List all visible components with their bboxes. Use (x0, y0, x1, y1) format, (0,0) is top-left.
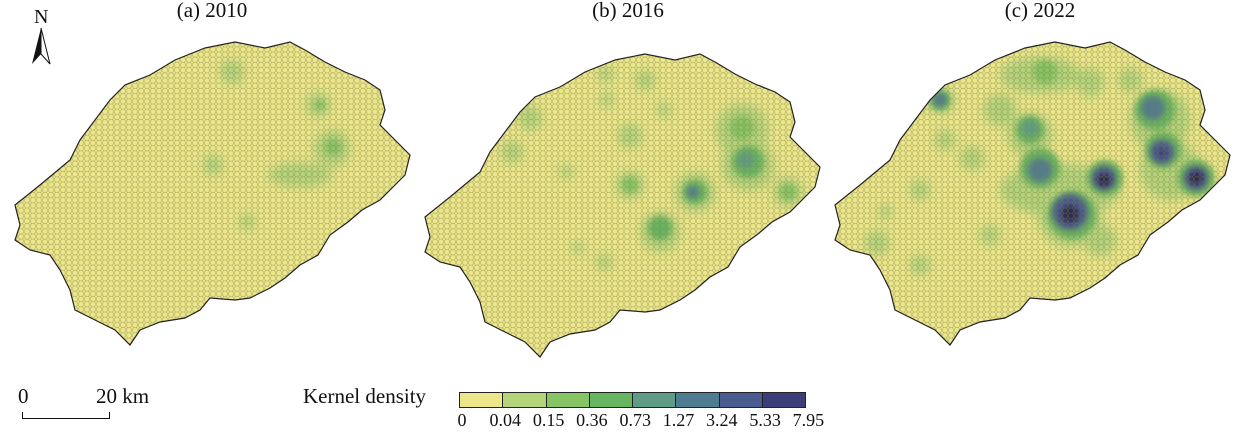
legend-title: Kernel density (303, 384, 427, 408)
density-hotspots-2010 (15, 42, 410, 345)
density-hotspots-2016 (425, 54, 820, 357)
legend-swatch (545, 392, 590, 408)
legend-tick-label: 0.15 (532, 410, 565, 430)
legend-swatch (675, 392, 720, 408)
scale-start-label: 0 (18, 384, 29, 408)
legend-swatch (588, 392, 634, 408)
legend-swatch (632, 392, 677, 408)
density-hotspots-2022 (835, 42, 1230, 345)
map-panel-2022 (834, 41, 1231, 346)
legend-tick-label: 0.04 (489, 410, 522, 430)
north-arrow-label: N (34, 6, 49, 28)
legend-tick-label: 5.33 (749, 410, 781, 430)
legend-color-ramp (459, 392, 807, 408)
panel-title-2010: (a) 2010 (176, 0, 248, 22)
map-panel-2016 (424, 53, 821, 358)
scale-line (22, 412, 110, 419)
legend-tick-label: 1.27 (662, 410, 695, 430)
scale-bar: 0 20 km (18, 384, 168, 424)
legend-tick-label: 3.24 (706, 410, 738, 430)
legend-tick-label: 0.73 (619, 410, 651, 430)
panel-title-2022: (c) 2022 (1004, 0, 1076, 22)
north-arrow: N (26, 6, 56, 68)
legend-tick-label: 0.36 (576, 410, 608, 430)
north-arrow-icon (32, 27, 51, 65)
legend-swatch (718, 392, 764, 408)
legend-tick-labels: 0 0.04 0.15 0.36 0.73 1.27 3.24 5.33 7.95 (457, 410, 825, 432)
legend-tick-label: 0 (457, 410, 467, 430)
panel-title-2016: (b) 2016 (592, 0, 664, 22)
legend-swatch (502, 392, 547, 408)
legend-swatch (459, 392, 504, 408)
legend-tick-label: 7.95 (792, 410, 825, 430)
scale-distance-label: 20 km (96, 384, 150, 408)
map-panel-2010 (14, 41, 411, 346)
legend-swatch (762, 392, 807, 408)
legend: Kernel density 0 0.04 0.15 0.36 0.73 1.27 3.24… (300, 380, 860, 430)
